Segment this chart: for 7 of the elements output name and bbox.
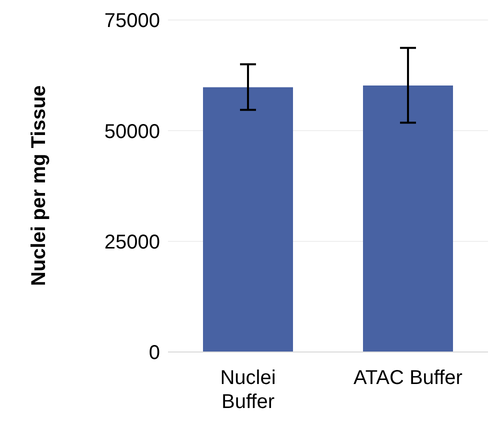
x-tick-label: Nuclei Buffer <box>220 367 276 413</box>
y-tick-label: 0 <box>148 342 160 364</box>
y-tick-label: 50000 <box>104 120 160 143</box>
y-axis-title: Nuclei per mg Tissue <box>28 85 50 286</box>
y-tick-label: 75000 <box>104 10 160 32</box>
x-tick-label: ATAC Buffer <box>354 367 463 389</box>
y-tick-label: 25000 <box>104 231 160 254</box>
